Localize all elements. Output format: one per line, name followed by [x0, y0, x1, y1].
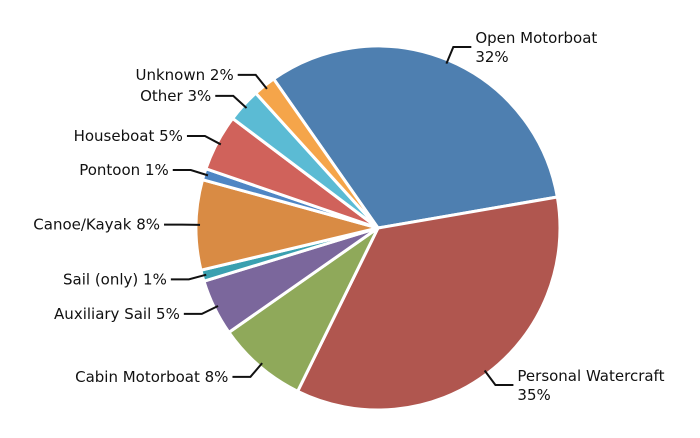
data-label: Cabin Motorboat 8%	[75, 367, 228, 385]
data-label: Unknown 2%	[136, 65, 234, 83]
value-label: 8%	[205, 367, 229, 385]
data-label: Pontoon 1%	[79, 161, 169, 179]
data-label: Auxiliary Sail 5%	[54, 304, 180, 322]
category-label: Personal Watercraft	[517, 366, 664, 384]
category-label: Houseboat	[74, 126, 155, 144]
leader-line	[183, 305, 219, 315]
data-label: Open Motorboat 32%	[475, 29, 597, 66]
leader-line	[237, 73, 268, 90]
leader-line	[215, 94, 248, 109]
leader-line	[445, 46, 472, 65]
value-label: 2%	[210, 65, 234, 83]
category-label: Cabin Motorboat	[75, 367, 200, 385]
leader-line	[186, 134, 222, 146]
category-label: Auxiliary Sail	[54, 304, 151, 322]
leader-line	[483, 369, 514, 386]
value-label: 1%	[143, 270, 167, 288]
leader-line	[232, 362, 263, 378]
leader-line	[170, 273, 207, 281]
category-label: Open Motorboat	[475, 29, 597, 47]
data-label: Canoe/Kayak 8%	[33, 215, 160, 233]
category-label: Pontoon	[79, 161, 140, 179]
value-label: 32%	[475, 48, 508, 66]
value-label: 8%	[136, 215, 160, 233]
value-label: 5%	[159, 126, 183, 144]
value-label: 35%	[517, 385, 550, 403]
category-label: Sail (only)	[63, 270, 138, 288]
data-label: Sail (only) 1%	[63, 270, 167, 288]
data-label: Houseboat 5%	[74, 126, 183, 144]
category-label: Unknown	[136, 65, 206, 83]
data-label: Other 3%	[140, 86, 211, 104]
data-label: Personal Watercraft 35%	[517, 366, 664, 403]
category-label: Canoe/Kayak	[33, 215, 131, 233]
value-label: 5%	[156, 304, 180, 322]
category-label: Other	[140, 86, 183, 104]
value-label: 1%	[145, 161, 169, 179]
value-label: 3%	[187, 86, 211, 104]
leader-line	[172, 169, 209, 177]
